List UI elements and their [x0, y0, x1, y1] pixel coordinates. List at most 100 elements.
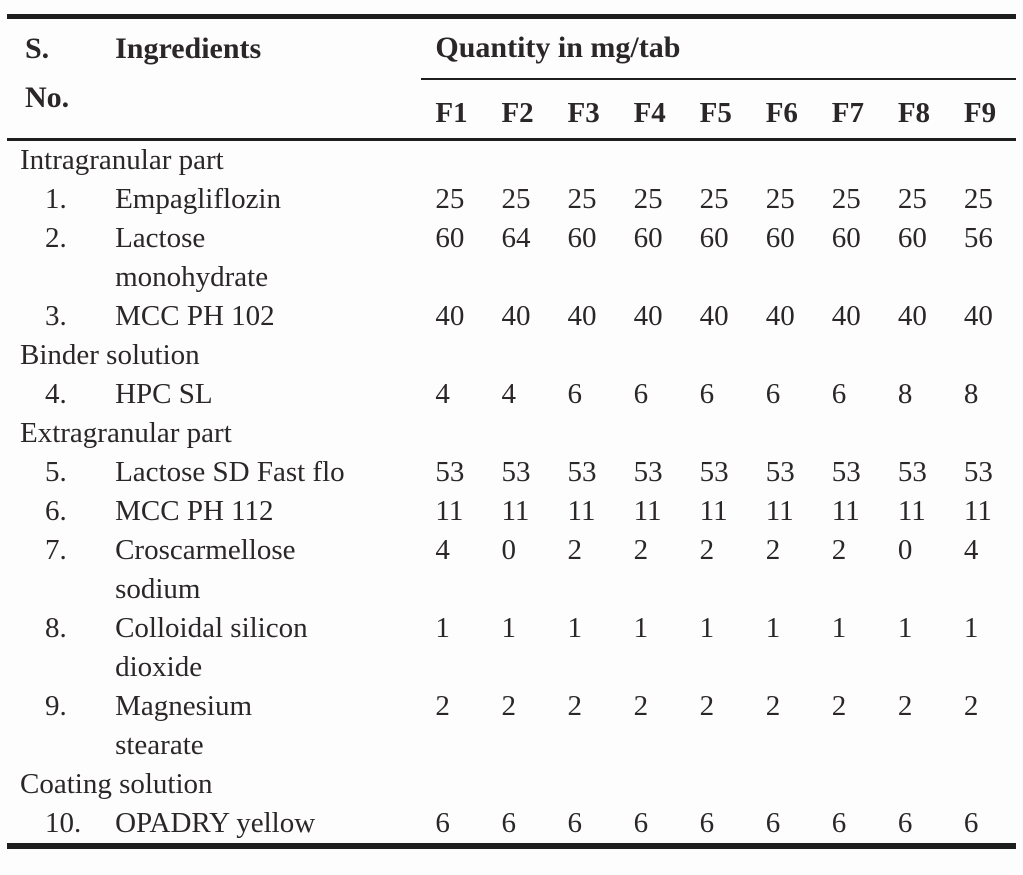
table-body: Intragranular part 1. Empagliflozin 25 25 25 2… — [7, 140, 1016, 847]
quantity-value: 25 — [501, 183, 531, 215]
quantity-value: 6 — [765, 378, 781, 410]
quantity-value: 2 — [633, 534, 649, 566]
quantity-value: 25 — [435, 183, 465, 215]
quantity-value: 6 — [567, 378, 583, 410]
header-row-top: S. Ingredients Quantity in mg/tab — [7, 16, 1016, 80]
quantity-value: 2 — [633, 690, 649, 722]
quantity-value: 2 — [501, 690, 516, 722]
quantity-value: 40 — [831, 300, 861, 332]
quantity-value: 6 — [831, 378, 847, 410]
quantity-value: 6 — [501, 807, 516, 839]
ingredient-row: 9. Magnesium stearate 2 2 2 2 2 2 2 2 2 — [7, 687, 1016, 765]
ingredient-row: 10. OPADRY yellow 6 6 6 6 6 6 6 6 6 — [7, 804, 1016, 846]
formulation-header-f9: F9 — [949, 78, 1016, 141]
quantity-value: 1 — [435, 612, 450, 644]
serial-number: 5. — [45, 456, 67, 488]
quantity-value: 60 — [897, 222, 927, 254]
ingredient-name: Lactose SD Fast flo — [115, 456, 345, 488]
quantity-value: 6 — [699, 378, 715, 410]
serial-number: 10. — [45, 807, 82, 839]
ingredient-name: Lactose monohydrate — [115, 222, 269, 293]
header-row-bottom: No. F1 F2 F3 F4 F5 F6 F7 F8 F9 — [7, 78, 1016, 141]
quantity-value: 2 — [567, 534, 583, 566]
quantity-value: 6 — [963, 807, 979, 839]
quantity-value: 40 — [501, 300, 531, 332]
table-header: S. Ingredients Quantity in mg/tab No. F1… — [7, 16, 1016, 141]
quantity-value: 11 — [765, 495, 794, 527]
formulation-header-f5: F5 — [685, 78, 752, 141]
formulation-header-f3: F3 — [553, 78, 620, 141]
serial-number: 6. — [45, 495, 67, 527]
quantity-value: 25 — [567, 183, 597, 215]
formulation-header-f6: F6 — [751, 78, 818, 141]
quantity-value: 60 — [699, 222, 729, 254]
ingredients-header: Ingredients — [115, 31, 262, 65]
ingredient-row: 6. MCC PH 112 11 11 11 11 11 11 11 11 11 — [7, 492, 1016, 531]
quantity-value: 6 — [633, 378, 649, 410]
quantity-value: 60 — [765, 222, 795, 254]
quantity-value: 8 — [897, 378, 913, 410]
quantity-value: 53 — [831, 456, 861, 488]
quantity-value: 1 — [633, 612, 649, 644]
quantity-value: 1 — [765, 612, 781, 644]
quantity-value: 6 — [435, 807, 450, 839]
quantity-value: 2 — [567, 690, 583, 722]
ingredient-row: 1. Empagliflozin 25 25 25 25 25 25 25 25 25 — [7, 180, 1016, 219]
ingredients-header-spacer — [108, 78, 422, 141]
quantity-value: 6 — [567, 807, 583, 839]
ingredient-name: MCC PH 102 — [115, 300, 275, 332]
ingredient-name: HPC SL — [115, 378, 213, 410]
quantity-value: 4 — [435, 378, 450, 410]
quantity-value: 2 — [831, 534, 847, 566]
quantity-value: 6 — [897, 807, 913, 839]
quantity-value: 11 — [501, 495, 530, 527]
quantity-value: 25 — [765, 183, 795, 215]
quantity-value: 64 — [501, 222, 531, 254]
quantity-value: 6 — [633, 807, 649, 839]
quantity-value: 53 — [567, 456, 597, 488]
quantity-value: 2 — [699, 534, 715, 566]
quantity-value: 6 — [831, 807, 847, 839]
quantity-value: 25 — [831, 183, 861, 215]
ingredient-name: OPADRY yellow — [115, 807, 316, 839]
quantity-value: 53 — [435, 456, 465, 488]
ingredient-row: 4. HPC SL 4 4 6 6 6 6 6 8 8 — [7, 375, 1016, 414]
section-row: Extragranular part — [7, 414, 1016, 453]
quantity-value: 1 — [567, 612, 583, 644]
quantity-value: 40 — [897, 300, 927, 332]
quantity-value: 25 — [633, 183, 663, 215]
quantity-value: 4 — [963, 534, 979, 566]
quantity-value: 25 — [963, 183, 993, 215]
serial-number: 9. — [45, 690, 67, 722]
serial-number: 3. — [45, 300, 67, 332]
serial-number: 1. — [45, 183, 67, 215]
quantity-group-header: Quantity in mg/tab — [421, 16, 1016, 80]
formulation-table: S. Ingredients Quantity in mg/tab No. F1… — [7, 14, 1016, 849]
quantity-value: 53 — [699, 456, 729, 488]
formulation-header-f4: F4 — [619, 78, 686, 141]
quantity-value: 2 — [831, 690, 847, 722]
section-title: Extragranular part — [20, 417, 232, 449]
quantity-value: 11 — [435, 495, 464, 527]
section-row: Binder solution — [7, 336, 1016, 375]
quantity-value: 60 — [435, 222, 465, 254]
quantity-value: 4 — [435, 534, 450, 566]
ingredient-row: 8. Colloidal silicon dioxide 1 1 1 1 1 1 1 1 1 — [7, 609, 1016, 687]
quantity-value: 11 — [831, 495, 860, 527]
quantity-value: 2 — [765, 690, 781, 722]
quantity-value: 40 — [435, 300, 465, 332]
quantity-value: 40 — [633, 300, 663, 332]
section-title: Binder solution — [20, 339, 200, 371]
quantity-value: 60 — [831, 222, 861, 254]
quantity-value: 2 — [963, 690, 979, 722]
serial-number: 4. — [45, 378, 67, 410]
ingredient-row: 2. Lactose monohydrate 60 64 60 60 60 60 60 60 56 — [7, 219, 1016, 297]
serial-number: 2. — [45, 222, 67, 254]
ingredient-row: 5. Lactose SD Fast flo 53 53 53 53 53 53 53 53 53 — [7, 453, 1016, 492]
ingredient-row: 7. Croscarmellose sodium 4 0 2 2 2 2 2 0 4 — [7, 531, 1016, 609]
quantity-value: 53 — [765, 456, 795, 488]
quantity-value: 40 — [567, 300, 597, 332]
quantity-value: 11 — [963, 495, 992, 527]
section-title: Intragranular part — [20, 144, 224, 176]
quantity-value: 6 — [765, 807, 781, 839]
